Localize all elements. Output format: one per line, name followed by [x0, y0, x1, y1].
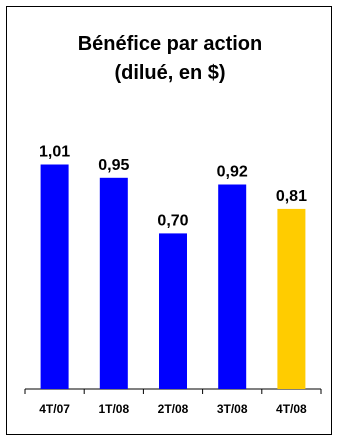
x-tick-label-2T/08: 2T/08: [158, 402, 189, 416]
data-label-4T/08: 0,81: [276, 188, 307, 205]
data-label-1T/08: 0,95: [98, 157, 129, 174]
chart-title-line1: Bénéfice par action: [77, 33, 263, 55]
x-tick-label-1T/08: 1T/08: [98, 402, 129, 416]
chart-title: Bénéfice par action (dilué, en $): [0, 30, 340, 88]
data-label-3T/08: 0,92: [217, 164, 248, 181]
x-tick-label-3T/08: 3T/08: [217, 402, 248, 416]
chart-title-line2: (dilué, en $): [114, 62, 226, 84]
x-tick-label-4T/08: 4T/08: [276, 402, 307, 416]
bar-2T/08: [159, 233, 187, 389]
bar-4T/07: [40, 164, 69, 389]
bar-4T/08: [277, 208, 306, 389]
data-label-2T/08: 0,70: [157, 212, 188, 229]
bar-1T/08: [99, 177, 128, 389]
x-tick-label-4T/07: 4T/07: [39, 402, 70, 416]
bar-3T/08: [218, 184, 247, 389]
data-label-4T/07: 1,01: [39, 144, 70, 161]
